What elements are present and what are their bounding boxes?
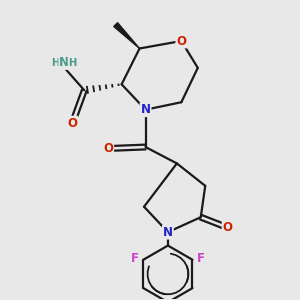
Text: O: O: [103, 142, 113, 155]
Polygon shape: [114, 23, 140, 49]
Text: N: N: [163, 226, 173, 238]
Text: O: O: [223, 221, 232, 234]
Text: N: N: [140, 103, 151, 116]
Text: H: H: [68, 58, 77, 68]
Text: N: N: [59, 56, 69, 69]
Text: H: H: [51, 58, 59, 68]
Text: O: O: [176, 34, 186, 47]
Text: O: O: [68, 117, 77, 130]
Text: F: F: [131, 252, 139, 265]
Text: F: F: [197, 252, 205, 265]
